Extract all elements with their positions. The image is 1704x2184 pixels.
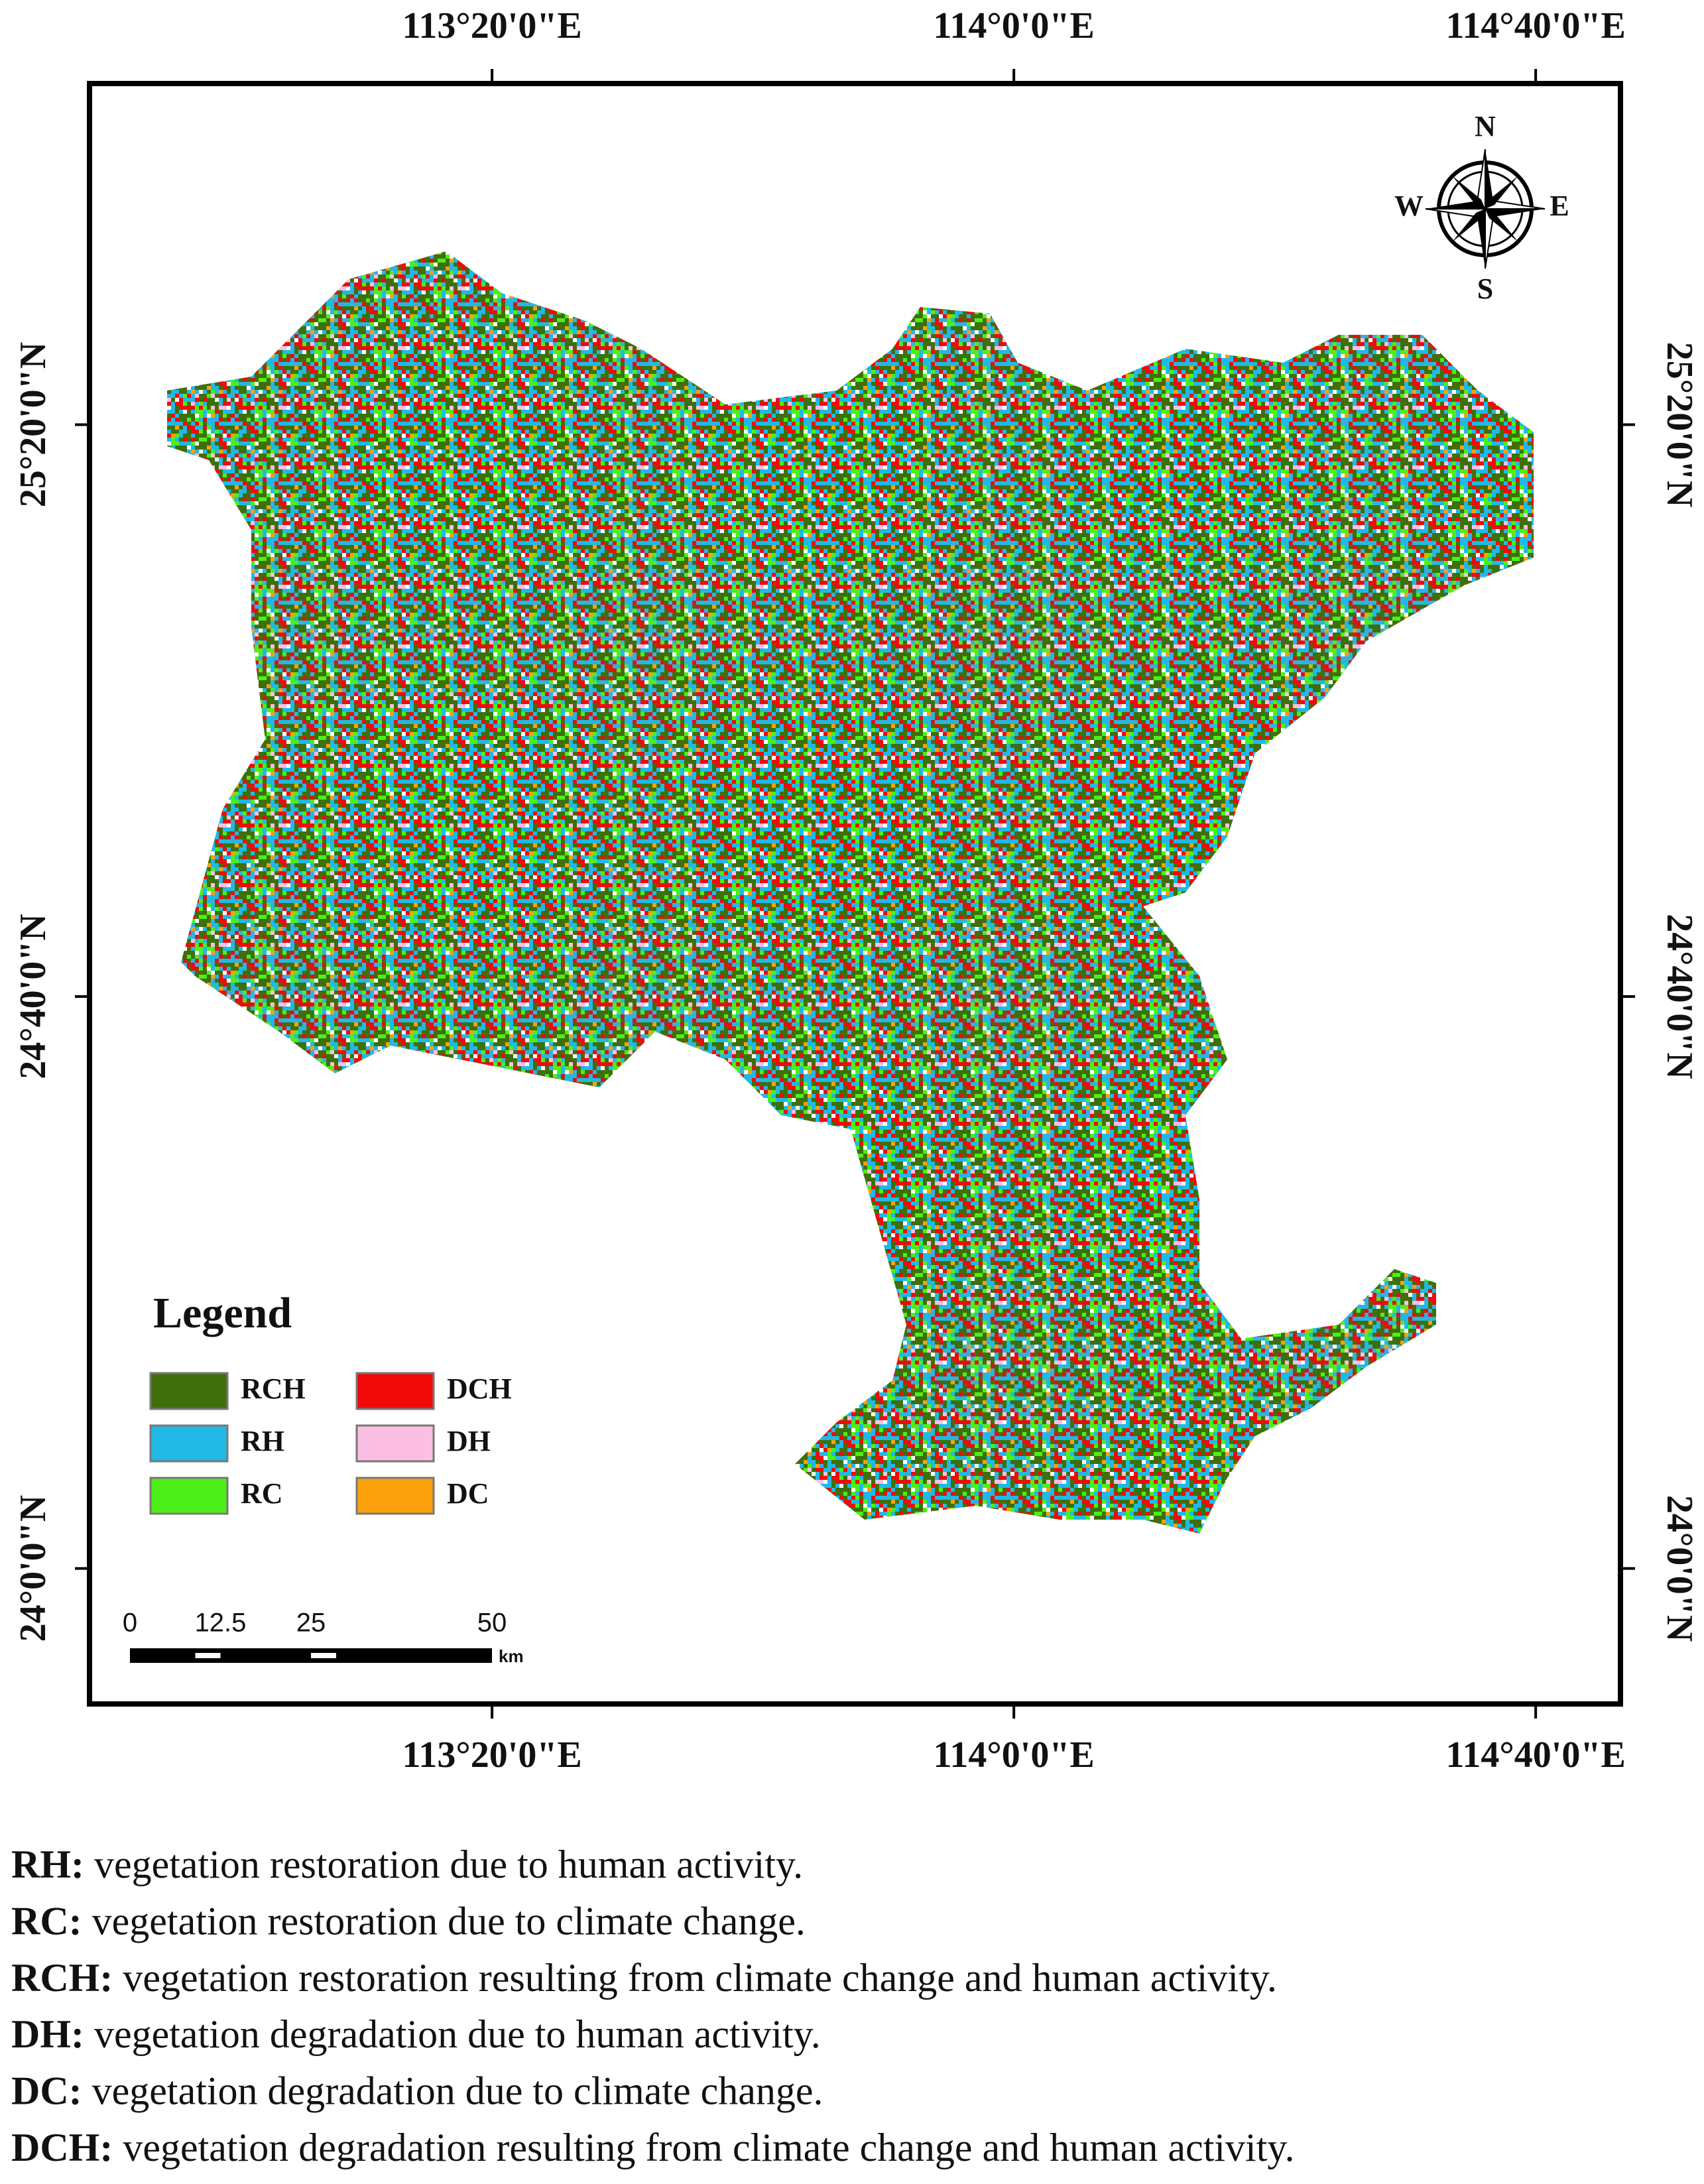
- legend-swatch: [149, 1477, 229, 1515]
- legend-swatch: [355, 1424, 435, 1463]
- compass-point: [1477, 209, 1485, 269]
- note-text: vegetation degradation due to human acti…: [94, 2012, 821, 2056]
- compass-rose: N S E W: [1394, 110, 1569, 305]
- lat-label-right: 24°0'0"N: [1659, 1495, 1700, 1642]
- note: DC: vegetation degradation due to climate…: [11, 2069, 823, 2112]
- note-text: vegetation restoration due to human acti…: [94, 1843, 803, 1886]
- legend-swatch: [149, 1424, 229, 1463]
- legend-label: DCH: [447, 1372, 512, 1405]
- compass-s: S: [1477, 273, 1493, 305]
- scale-bar-segment: [195, 1653, 221, 1658]
- lat-label-left: 24°40'0"N: [13, 914, 54, 1079]
- legend-label: DH: [447, 1425, 491, 1457]
- legend-title: Legend: [153, 1289, 292, 1337]
- legend-swatch: [355, 1372, 435, 1410]
- legend-swatch: [355, 1477, 435, 1515]
- compass-n: N: [1475, 110, 1496, 143]
- lat-label-right: 24°40'0"N: [1659, 914, 1700, 1079]
- note-term: DCH:: [11, 2126, 113, 2169]
- compass-point: [1452, 209, 1485, 242]
- scale-label: 12.5: [195, 1608, 247, 1638]
- note: DH: vegetation degradation due to human a…: [11, 2012, 821, 2056]
- compass-point: [1485, 209, 1518, 242]
- compass-e: E: [1550, 190, 1569, 222]
- note-term: DH:: [11, 2012, 84, 2056]
- note-term: DC:: [11, 2069, 82, 2112]
- compass-w: W: [1394, 190, 1424, 222]
- note: RH: vegetation restoration due to human a…: [11, 1843, 803, 1886]
- compass-point: [1485, 176, 1518, 209]
- lon-label-top: 114°0'0"E: [933, 5, 1094, 46]
- scale-label: 0: [123, 1608, 137, 1638]
- note: DCH: vegetation degradation resulting fro…: [11, 2126, 1294, 2169]
- note: RC: vegetation restoration due to climate…: [11, 1899, 806, 1943]
- lon-label-top: 114°40'0"E: [1445, 5, 1625, 46]
- note-term: RC:: [11, 1899, 82, 1943]
- compass-point: [1452, 176, 1485, 209]
- lon-label-bottom: 114°0'0"E: [933, 1734, 1094, 1776]
- lon-label-top: 113°20'0"E: [402, 5, 581, 46]
- lat-label-left: 24°0'0"N: [13, 1495, 54, 1642]
- compass-point: [1485, 149, 1493, 209]
- lat-label-right: 25°20'0"N: [1659, 342, 1700, 507]
- note-text: vegetation degradation resulting from cl…: [123, 2126, 1294, 2169]
- scale-label: 50: [477, 1608, 507, 1638]
- scale-label: 25: [296, 1608, 326, 1638]
- compass-point: [1426, 201, 1485, 209]
- lon-label-bottom: 114°40'0"E: [1445, 1734, 1625, 1776]
- note-text: vegetation restoration resulting from cl…: [123, 1956, 1277, 2000]
- note-text: vegetation degradation due to climate ch…: [92, 2069, 823, 2112]
- note-term: RH:: [11, 1843, 84, 1886]
- legend-swatch: [149, 1372, 229, 1410]
- compass-point: [1485, 209, 1545, 217]
- legend-label: RCH: [241, 1372, 306, 1405]
- legend-label: RH: [241, 1425, 284, 1457]
- study-area: [167, 251, 1534, 1534]
- scale-bar-segment: [311, 1653, 336, 1658]
- note-text: vegetation restoration due to climate ch…: [92, 1899, 806, 1943]
- legend-label: DC: [447, 1477, 489, 1510]
- note: RCH: vegetation restoration resulting fro…: [11, 1956, 1277, 2000]
- lon-label-bottom: 113°20'0"E: [402, 1734, 581, 1776]
- legend-label: RC: [241, 1477, 283, 1510]
- lat-label-left: 25°20'0"N: [13, 342, 54, 507]
- scale-unit: km: [499, 1646, 524, 1666]
- note-term: RCH:: [11, 1956, 113, 2000]
